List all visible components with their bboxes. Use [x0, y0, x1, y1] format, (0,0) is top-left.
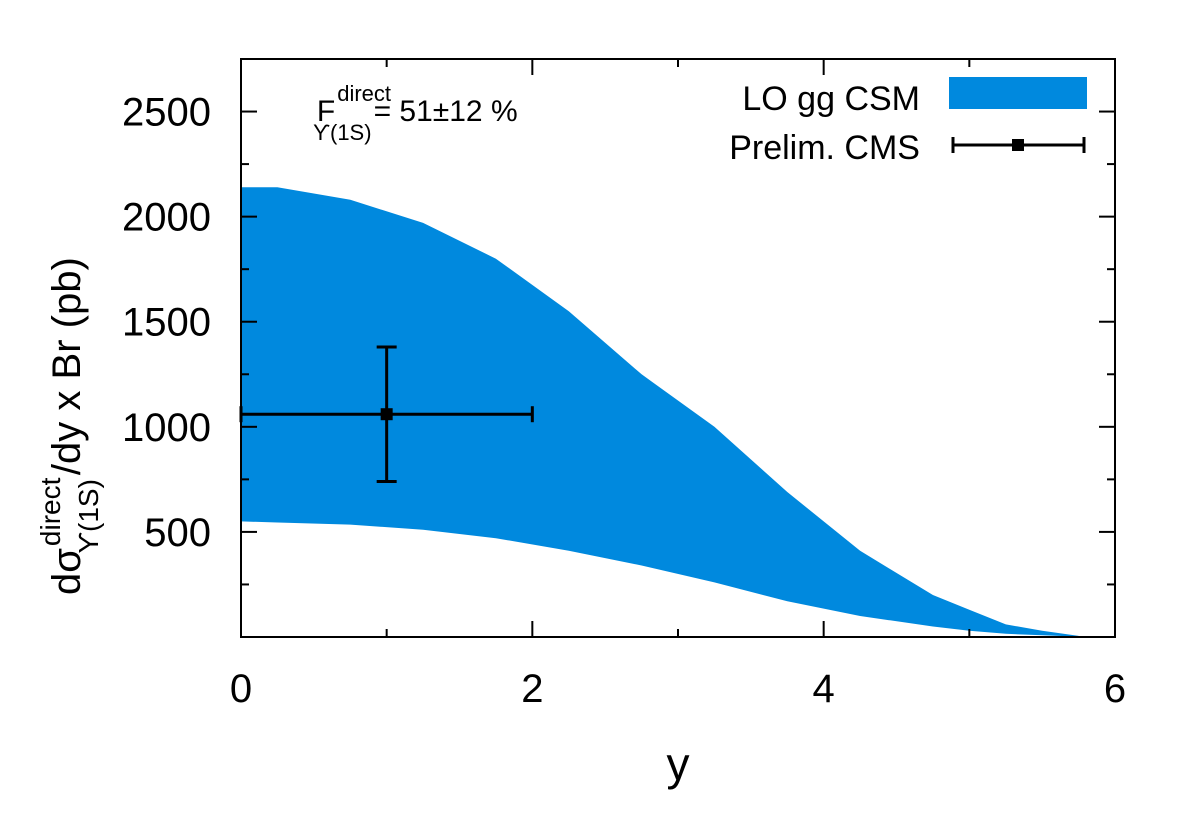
x-tick-label-4: 4 [813, 667, 835, 711]
cms-point-marker [380, 408, 393, 421]
y-axis-title: dσdirect ϒ(1S)/dy x Br (pb) [35, 257, 104, 595]
y-tick-label-2000: 2000 [122, 196, 211, 240]
legend-swatch-csm [949, 77, 1087, 109]
band-lo-gg-csm [241, 187, 1079, 637]
y-tick-label-1500: 1500 [122, 301, 211, 345]
y-tick-label-2500: 2500 [122, 91, 211, 135]
x-tick-label-2: 2 [521, 667, 543, 711]
legend-cms-marker [1012, 139, 1024, 151]
x-tick-label-6: 6 [1104, 667, 1126, 711]
direct-fraction-annotation: Fdirect ϒ(1S)= 51±12 % [313, 81, 518, 145]
x-axis-title: y [667, 738, 690, 790]
axis-ticks [240, 59, 1116, 637]
y-tick-label-1000: 1000 [122, 406, 211, 450]
legend: LO gg CSM Prelim. CMS [729, 77, 1087, 167]
y-tick-label-500: 500 [144, 511, 211, 555]
x-tick-label-0: 0 [230, 667, 252, 711]
legend-label-csm: LO gg CSM [742, 80, 920, 118]
legend-label-cms: Prelim. CMS [729, 129, 920, 167]
